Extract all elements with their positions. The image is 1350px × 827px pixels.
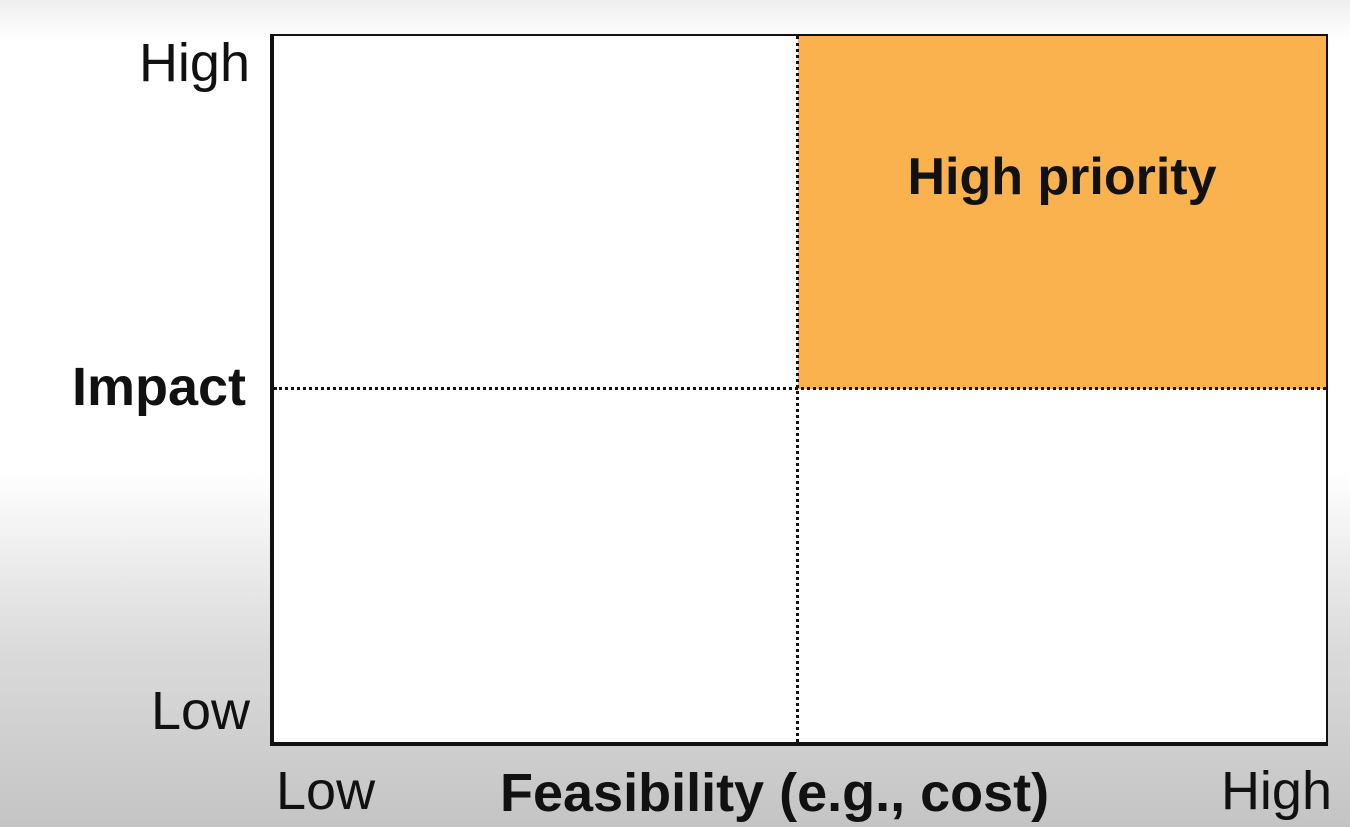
y-axis-low-label: Low: [150, 681, 250, 741]
horizontal-divider: [274, 387, 1326, 390]
y-axis-high-label: High: [138, 33, 250, 93]
high-priority-label: High priority: [907, 147, 1217, 206]
x-axis-title: Feasibility (e.g., cost): [500, 763, 1050, 823]
high-priority-quadrant: High priority: [798, 36, 1326, 389]
matrix-frame: [270, 34, 1328, 746]
y-axis-title: Impact: [71, 357, 246, 417]
x-axis-low-label: Low: [276, 761, 376, 821]
x-axis-high-label: High: [1220, 761, 1332, 821]
